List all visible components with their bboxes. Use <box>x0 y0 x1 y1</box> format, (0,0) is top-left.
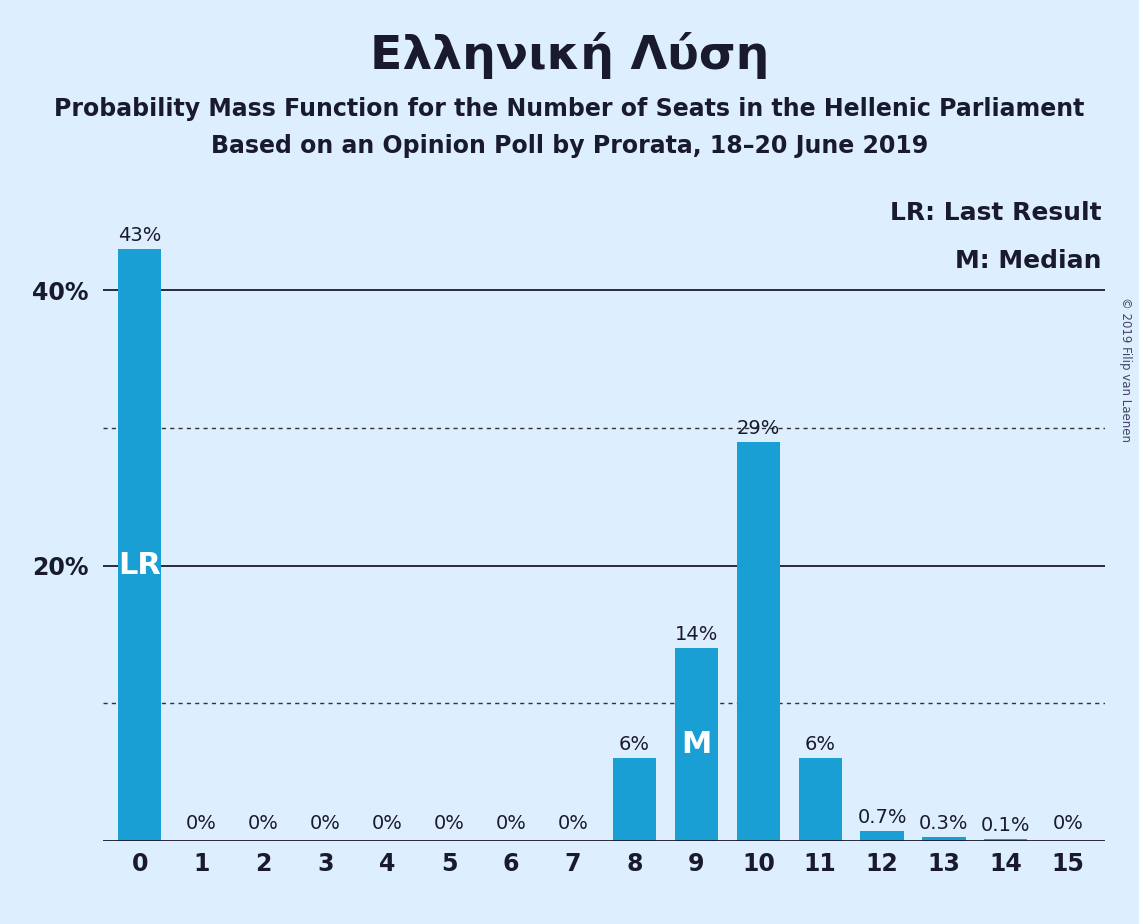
Text: M: M <box>681 730 712 759</box>
Text: Ελληνική Λύση: Ελληνική Λύση <box>370 32 769 79</box>
Text: 6%: 6% <box>620 736 650 754</box>
Bar <box>613 759 656 841</box>
Bar <box>860 832 903 841</box>
Text: 0%: 0% <box>310 814 341 833</box>
Text: 29%: 29% <box>737 419 780 438</box>
Text: 6%: 6% <box>805 736 836 754</box>
Text: 0%: 0% <box>248 814 279 833</box>
Text: 0%: 0% <box>557 814 588 833</box>
Text: 0%: 0% <box>495 814 526 833</box>
Text: Based on an Opinion Poll by Prorata, 18–20 June 2019: Based on an Opinion Poll by Prorata, 18–… <box>211 134 928 158</box>
Bar <box>798 759 842 841</box>
Text: 0.7%: 0.7% <box>858 808 907 827</box>
Text: 0%: 0% <box>434 814 465 833</box>
Text: 0.3%: 0.3% <box>919 814 968 833</box>
Bar <box>118 249 162 841</box>
Text: LR: LR <box>118 551 161 580</box>
Bar <box>674 648 718 841</box>
Text: Probability Mass Function for the Number of Seats in the Hellenic Parliament: Probability Mass Function for the Number… <box>55 97 1084 121</box>
Text: 14%: 14% <box>674 625 719 644</box>
Text: 0%: 0% <box>371 814 402 833</box>
Bar <box>737 442 780 841</box>
Text: 0%: 0% <box>186 814 216 833</box>
Bar <box>984 840 1027 841</box>
Text: M: Median: M: Median <box>956 249 1101 274</box>
Text: 0%: 0% <box>1052 814 1083 833</box>
Text: 0.1%: 0.1% <box>981 816 1031 835</box>
Bar <box>923 837 966 841</box>
Text: LR: Last Result: LR: Last Result <box>890 201 1101 225</box>
Text: © 2019 Filip van Laenen: © 2019 Filip van Laenen <box>1118 298 1132 442</box>
Text: 43%: 43% <box>118 226 162 245</box>
